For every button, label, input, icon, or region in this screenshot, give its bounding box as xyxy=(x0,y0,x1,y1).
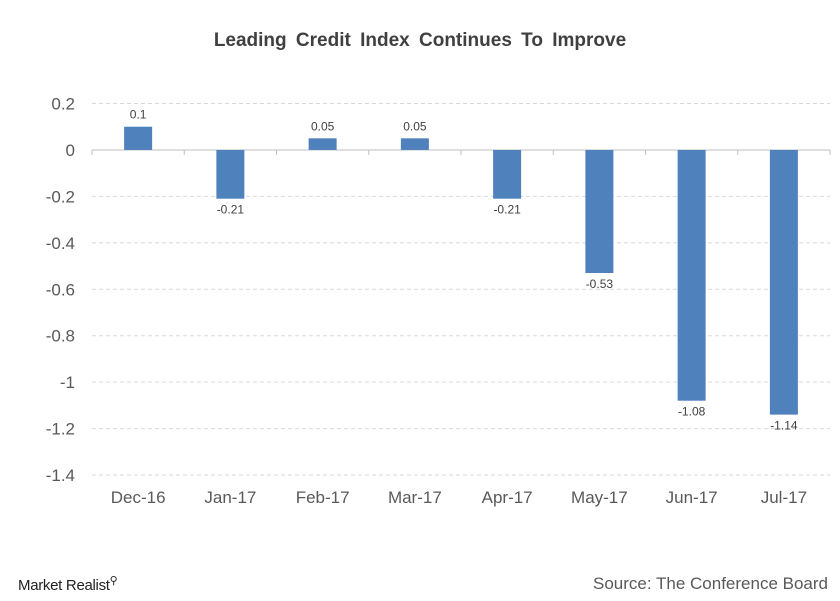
data-label: -0.53 xyxy=(586,277,614,291)
x-tick-label: Apr-17 xyxy=(482,488,533,507)
y-tick-label: -0.8 xyxy=(46,327,75,346)
bar xyxy=(400,138,429,150)
bar xyxy=(124,126,153,150)
y-tick-label: -0.6 xyxy=(46,280,75,299)
data-label: -1.14 xyxy=(770,419,798,433)
x-tick-label: Jan-17 xyxy=(204,488,256,507)
x-tick-label: May-17 xyxy=(571,488,628,507)
source-note: Source: The Conference Board xyxy=(593,574,828,593)
bar xyxy=(308,138,337,150)
y-tick-label: -1.4 xyxy=(46,466,75,485)
bar xyxy=(769,149,798,415)
data-label: 0.05 xyxy=(311,119,335,133)
logo-text: Market Realist xyxy=(18,577,110,594)
x-tick-label: Feb-17 xyxy=(296,488,350,507)
bar xyxy=(216,149,245,199)
data-label: 0.1 xyxy=(130,108,147,122)
bar xyxy=(585,149,614,273)
y-tick-label: -0.4 xyxy=(46,234,75,253)
y-tick-label: -1.2 xyxy=(46,420,75,439)
data-label: -0.21 xyxy=(493,203,521,217)
market-realist-logo: Market Realist⚲ xyxy=(18,574,118,594)
x-tick-label: Mar-17 xyxy=(388,488,442,507)
y-tick-label: -1 xyxy=(60,373,75,392)
x-tick-label: Jul-17 xyxy=(761,488,807,507)
data-label: -1.08 xyxy=(678,405,706,419)
y-tick-label: 0 xyxy=(66,141,75,160)
chart-title: Leading Credit Index Continues To Improv… xyxy=(213,30,627,51)
bar xyxy=(677,149,706,401)
data-label: 0.05 xyxy=(403,119,427,133)
data-label: -0.21 xyxy=(217,203,245,217)
x-tick-label: Dec-16 xyxy=(111,488,166,507)
y-tick-label: 0.2 xyxy=(51,95,75,114)
bar xyxy=(493,149,522,199)
x-tick-label: Jun-17 xyxy=(666,488,718,507)
y-tick-label: -0.2 xyxy=(46,187,75,206)
magnifier-icon: ⚲ xyxy=(109,575,118,587)
